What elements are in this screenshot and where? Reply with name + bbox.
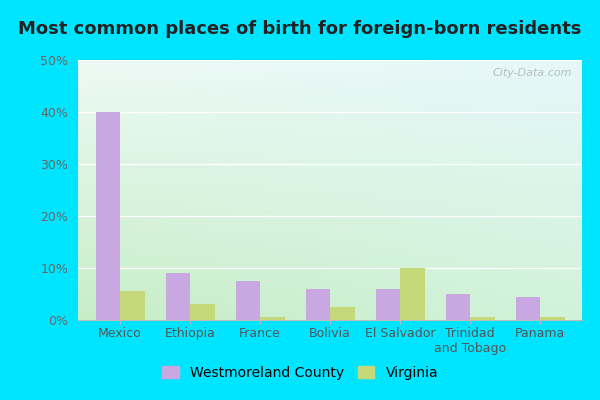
Bar xyxy=(376,289,400,320)
Text: City-Data.com: City-Data.com xyxy=(493,68,572,78)
Bar xyxy=(95,112,120,320)
Bar xyxy=(330,307,355,320)
Bar xyxy=(166,273,190,320)
Bar xyxy=(305,289,330,320)
Bar xyxy=(190,304,215,320)
Bar xyxy=(515,297,540,320)
Bar xyxy=(470,318,494,320)
Bar xyxy=(540,318,565,320)
Bar xyxy=(235,281,260,320)
Bar xyxy=(400,268,425,320)
Legend: Westmoreland County, Virginia: Westmoreland County, Virginia xyxy=(157,360,443,385)
Bar xyxy=(120,291,145,320)
Bar xyxy=(445,294,470,320)
Bar xyxy=(260,318,284,320)
Text: Most common places of birth for foreign-born residents: Most common places of birth for foreign-… xyxy=(19,20,581,38)
